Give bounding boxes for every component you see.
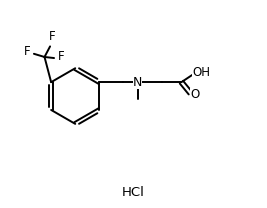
Text: F: F: [49, 30, 55, 43]
Text: O: O: [190, 88, 199, 101]
Text: HCl: HCl: [122, 186, 145, 199]
Text: F: F: [23, 45, 30, 58]
Text: F: F: [58, 50, 65, 63]
Text: N: N: [133, 76, 142, 89]
Text: OH: OH: [192, 66, 210, 79]
